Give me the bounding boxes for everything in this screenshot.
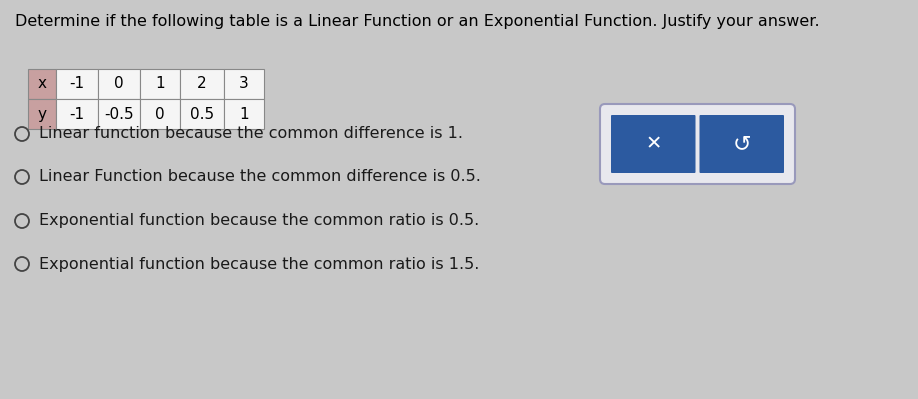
Text: 3: 3 [239, 77, 249, 91]
Text: 1: 1 [155, 77, 165, 91]
Text: Determine if the following table is a Linear Function or an Exponential Function: Determine if the following table is a Li… [15, 14, 820, 29]
Bar [224, 99, 264, 129]
Bar [180, 99, 224, 129]
Bar [28, 69, 56, 99]
Text: Linear function because the common difference is 1.: Linear function because the common diffe… [39, 126, 463, 142]
Text: ↺: ↺ [733, 134, 751, 154]
Text: Exponential function because the common ratio is 1.5.: Exponential function because the common … [39, 257, 479, 271]
Bar [140, 69, 180, 99]
Text: 1: 1 [240, 107, 249, 122]
Circle shape [15, 170, 29, 184]
Text: 0: 0 [155, 107, 165, 122]
Circle shape [15, 257, 29, 271]
Bar [180, 69, 224, 99]
Text: -0.5: -0.5 [104, 107, 134, 122]
Bar [56, 99, 98, 129]
Bar [140, 99, 180, 129]
Bar [98, 99, 140, 129]
Text: -1: -1 [70, 77, 84, 91]
Text: -1: -1 [70, 107, 84, 122]
Circle shape [15, 214, 29, 228]
Bar [56, 69, 98, 99]
Text: x: x [38, 77, 47, 91]
Text: y: y [38, 107, 47, 122]
Text: 0: 0 [114, 77, 124, 91]
Bar [98, 69, 140, 99]
Text: ✕: ✕ [645, 134, 662, 154]
Text: Linear Function because the common difference is 0.5.: Linear Function because the common diffe… [39, 170, 481, 184]
Circle shape [15, 127, 29, 141]
FancyBboxPatch shape [600, 104, 795, 184]
Text: 0.5: 0.5 [190, 107, 214, 122]
Bar [28, 99, 56, 129]
Text: 2: 2 [197, 77, 207, 91]
Text: Exponential function because the common ratio is 0.5.: Exponential function because the common … [39, 213, 479, 229]
Bar [224, 69, 264, 99]
FancyBboxPatch shape [700, 115, 784, 173]
FancyBboxPatch shape [611, 115, 696, 173]
